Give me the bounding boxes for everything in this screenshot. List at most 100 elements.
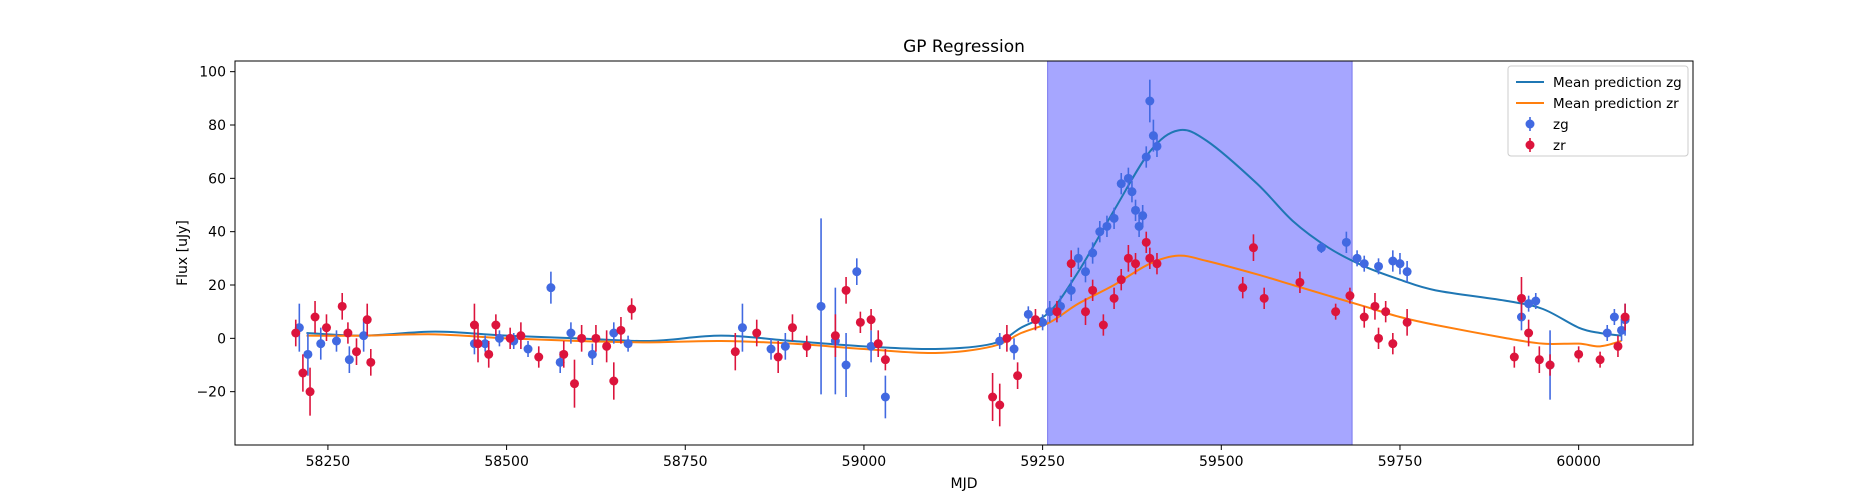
data-point	[752, 328, 762, 338]
x-tick-label: 58250	[306, 454, 351, 470]
data-point	[1609, 312, 1619, 322]
data-point	[546, 283, 556, 293]
x-tick-label: 60000	[1556, 454, 1601, 470]
data-point	[1009, 344, 1019, 354]
data-point	[469, 320, 479, 330]
data-points-layer	[291, 79, 1630, 427]
data-point	[577, 333, 587, 343]
data-point	[1259, 293, 1269, 303]
data-point	[830, 331, 840, 341]
data-point	[1402, 267, 1412, 277]
data-point	[1381, 307, 1391, 317]
data-point	[337, 301, 347, 311]
x-axis-ticks: 58250 58500 58750 59000 59250 59500 59750 60000	[306, 445, 1601, 470]
data-point	[569, 379, 579, 389]
data-point	[609, 328, 619, 338]
legend-box	[1507, 65, 1689, 157]
data-point	[1524, 299, 1534, 309]
y-tick-label: 20	[208, 278, 226, 294]
data-point	[873, 339, 883, 349]
plot-area-frame	[234, 60, 1694, 446]
y-tick-label: 40	[208, 225, 226, 241]
errorbar-series-zr	[291, 231, 1630, 427]
data-point	[1620, 312, 1630, 322]
y-axis-ticks: −20 0 20 40 60 80 100	[196, 65, 235, 401]
data-point	[1152, 141, 1162, 151]
y-tick-label: 0	[217, 331, 226, 347]
data-point	[841, 360, 851, 370]
data-point	[1127, 187, 1137, 197]
data-point	[1148, 131, 1158, 141]
data-point	[1138, 211, 1148, 221]
data-point	[1352, 253, 1362, 263]
data-point	[1123, 253, 1133, 263]
data-point	[505, 333, 515, 343]
data-point	[866, 341, 876, 351]
data-point	[602, 341, 612, 351]
data-point	[780, 341, 790, 351]
data-point	[1516, 293, 1526, 303]
data-point	[1141, 152, 1151, 162]
x-tick-label: 58750	[663, 454, 708, 470]
data-point	[773, 352, 783, 362]
errorbar-series-zg	[294, 79, 1630, 419]
data-point	[1141, 237, 1151, 247]
data-point	[591, 333, 601, 343]
x-axis-label: MJD	[951, 476, 978, 492]
data-point	[1574, 349, 1584, 359]
data-point	[623, 339, 633, 349]
data-point	[1524, 328, 1534, 338]
data-point	[343, 328, 353, 338]
x-tick-label: 59500	[1199, 454, 1244, 470]
data-point	[494, 333, 504, 343]
data-point	[1595, 355, 1605, 365]
data-point	[1038, 317, 1048, 327]
data-point	[852, 267, 862, 277]
data-point	[1345, 291, 1355, 301]
data-point	[1545, 360, 1555, 370]
data-point	[559, 349, 569, 359]
data-point	[359, 331, 369, 341]
data-point	[1359, 312, 1369, 322]
data-point	[291, 328, 301, 338]
data-point	[1081, 267, 1090, 277]
data-point	[366, 357, 376, 367]
data-point	[1002, 333, 1012, 343]
data-point	[1088, 285, 1098, 295]
data-point	[730, 347, 740, 357]
legend-point	[1525, 140, 1535, 150]
legend-label-zg-line: Mean prediction zg	[1553, 75, 1682, 91]
data-point	[516, 331, 526, 341]
legend: Mean prediction zg Mean prediction zr zg…	[1507, 65, 1689, 157]
data-point	[1134, 221, 1144, 231]
x-tick-label: 59750	[1378, 454, 1423, 470]
chart-title: GP Regression	[903, 37, 1025, 57]
data-point	[1602, 328, 1612, 338]
data-point	[1531, 296, 1541, 306]
data-point	[1109, 213, 1119, 223]
data-point	[305, 387, 315, 397]
y-axis-label: Flux [uJy]	[175, 220, 191, 286]
data-point	[855, 317, 865, 327]
y-tick-label: −20	[196, 385, 226, 401]
data-point	[362, 315, 372, 325]
data-point	[566, 328, 576, 338]
data-point	[1098, 320, 1108, 330]
data-point	[737, 323, 747, 333]
data-point	[480, 339, 490, 349]
data-point	[1341, 237, 1351, 247]
data-point	[298, 368, 308, 378]
data-point	[1316, 243, 1326, 253]
data-point	[473, 339, 483, 349]
data-point	[1617, 325, 1627, 335]
data-point	[1073, 253, 1083, 263]
data-point	[1109, 293, 1119, 303]
data-point	[1095, 227, 1105, 237]
data-point	[1066, 259, 1076, 269]
data-point	[802, 341, 812, 351]
data-point	[344, 355, 354, 365]
data-point	[1295, 277, 1305, 287]
data-point	[1045, 307, 1055, 317]
legend-point	[1525, 119, 1535, 129]
legend-label-zr-points: zr	[1553, 138, 1566, 154]
